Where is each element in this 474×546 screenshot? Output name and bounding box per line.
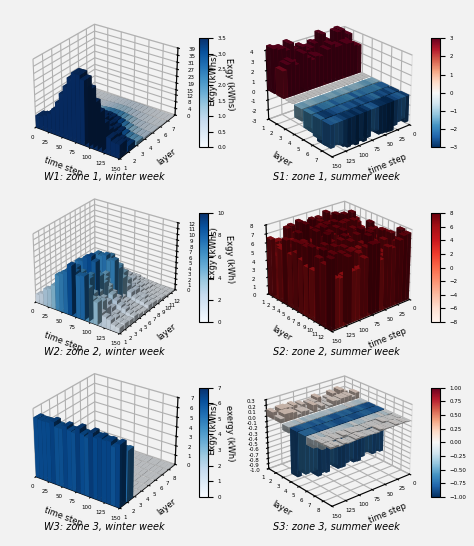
Y-axis label: layer: layer [270, 150, 292, 169]
Text: W1: zone 1, winter week: W1: zone 1, winter week [44, 173, 164, 182]
X-axis label: time step: time step [367, 152, 408, 176]
Text: W2: zone 2, winter week: W2: zone 2, winter week [44, 347, 164, 357]
Text: S1: zone 1, summer week: S1: zone 1, summer week [273, 173, 400, 182]
X-axis label: time step: time step [367, 502, 408, 525]
Text: S2: zone 2, summer week: S2: zone 2, summer week [273, 347, 400, 357]
Text: S3: zone 3, summer week: S3: zone 3, summer week [273, 522, 400, 532]
Y-axis label: layer: layer [270, 500, 292, 518]
X-axis label: time step: time step [43, 331, 83, 353]
X-axis label: time step: time step [367, 327, 408, 351]
Y-axis label: layer: layer [270, 325, 292, 343]
Y-axis label: layer: layer [156, 322, 178, 342]
Text: W3: zone 3, winter week: W3: zone 3, winter week [44, 522, 164, 532]
Y-axis label: layer: layer [156, 496, 178, 517]
Y-axis label: layer: layer [156, 147, 178, 167]
X-axis label: time step: time step [43, 156, 83, 179]
X-axis label: time step: time step [43, 506, 83, 528]
